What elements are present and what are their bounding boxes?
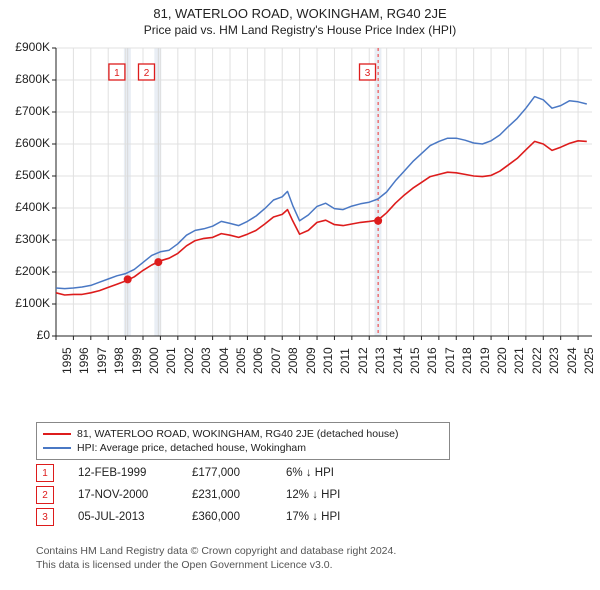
chart-title: 81, WATERLOO ROAD, WOKINGHAM, RG40 2JE: [0, 6, 600, 21]
x-tick-label: 2007: [269, 347, 283, 374]
x-tick-label: 2003: [199, 347, 213, 374]
y-tick-label: £600K: [0, 136, 50, 150]
y-tick-label: £900K: [0, 40, 50, 54]
x-tick-label: 2001: [164, 347, 178, 374]
sales-date: 05-JUL-2013: [78, 511, 168, 523]
x-tick-label: 1997: [95, 347, 109, 374]
y-tick-label: £800K: [0, 72, 50, 86]
chart-titles: 81, WATERLOO ROAD, WOKINGHAM, RG40 2JE P…: [0, 0, 600, 37]
x-tick-label: 2006: [251, 347, 265, 374]
x-tick-label: 2012: [356, 347, 370, 374]
x-tick-label: 2018: [460, 347, 474, 374]
legend: 81, WATERLOO ROAD, WOKINGHAM, RG40 2JE (…: [36, 422, 450, 460]
sales-diff: 12% ↓ HPI: [286, 489, 366, 501]
y-tick-label: £700K: [0, 104, 50, 118]
sales-row: 3 05-JUL-2013 £360,000 17% ↓ HPI: [36, 506, 366, 528]
x-tick-label: 2008: [286, 347, 300, 374]
svg-text:2: 2: [144, 68, 150, 79]
x-tick-label: 2016: [425, 347, 439, 374]
sales-marker-icon: 1: [36, 464, 54, 482]
svg-text:3: 3: [365, 68, 371, 79]
x-tick-label: 1998: [112, 347, 126, 374]
x-tick-label: 2011: [338, 348, 352, 374]
x-tick-label: 2022: [530, 347, 544, 374]
y-tick-label: £300K: [0, 232, 50, 246]
x-tick-label: 2013: [373, 347, 387, 374]
x-tick-label: 2024: [565, 347, 579, 374]
x-tick-label: 2004: [217, 347, 231, 374]
svg-text:1: 1: [114, 68, 120, 79]
y-tick-label: £0: [0, 328, 50, 342]
x-tick-label: 1999: [130, 347, 144, 374]
legend-row: 81, WATERLOO ROAD, WOKINGHAM, RG40 2JE (…: [43, 427, 443, 441]
legend-label: 81, WATERLOO ROAD, WOKINGHAM, RG40 2JE (…: [77, 427, 399, 441]
x-axis-labels: 19951996 19971998 199920002001 20022003 2004…: [0, 342, 600, 402]
x-tick-label: 2023: [547, 347, 561, 374]
x-tick-label: 2019: [478, 347, 492, 374]
y-tick-label: £400K: [0, 200, 50, 214]
legend-swatch: [43, 433, 71, 435]
footer-line-1: Contains HM Land Registry data © Crown c…: [36, 544, 396, 558]
sales-marker-icon: 3: [36, 508, 54, 526]
sales-price: £231,000: [192, 489, 262, 501]
legend-swatch: [43, 447, 71, 449]
x-tick-label: 1995: [60, 347, 74, 374]
chart-subtitle: Price paid vs. HM Land Registry's House …: [0, 23, 600, 37]
x-tick-label: 2020: [495, 347, 509, 374]
legend-label: HPI: Average price, detached house, Woki…: [77, 441, 306, 455]
x-tick-label: 2002: [182, 347, 196, 374]
plot-svg: 1 2 3: [0, 44, 600, 374]
x-tick-label: 2005: [234, 347, 248, 374]
y-tick-label: £500K: [0, 168, 50, 182]
x-tick-label: 2017: [443, 347, 457, 374]
footer-attribution: Contains HM Land Registry data © Crown c…: [36, 544, 396, 572]
footer-line-2: This data is licensed under the Open Gov…: [36, 558, 396, 572]
chart-container: { "title": "81, WATERLOO ROAD, WOKINGHAM…: [0, 0, 600, 590]
sales-marker-icon: 2: [36, 486, 54, 504]
sales-diff: 6% ↓ HPI: [286, 467, 366, 479]
x-tick-label: 2014: [391, 347, 405, 374]
y-tick-label: £100K: [0, 296, 50, 310]
sales-price: £177,000: [192, 467, 262, 479]
sales-row: 1 12-FEB-1999 £177,000 6% ↓ HPI: [36, 462, 366, 484]
x-tick-label: 2015: [408, 347, 422, 374]
sales-diff: 17% ↓ HPI: [286, 511, 366, 523]
sales-table: 1 12-FEB-1999 £177,000 6% ↓ HPI 2 17-NOV-2000…: [36, 462, 366, 528]
x-tick-label: 2000: [147, 347, 161, 374]
sales-date: 17-NOV-2000: [78, 489, 168, 501]
x-tick-label: 2025: [582, 347, 596, 374]
sales-row: 2 17-NOV-2000 £231,000 12% ↓ HPI: [36, 484, 366, 506]
legend-row: HPI: Average price, detached house, Woki…: [43, 441, 443, 455]
y-tick-label: £200K: [0, 264, 50, 278]
x-tick-label: 1996: [77, 347, 91, 374]
plot-area: 1 2 3 £0 £100K £200K £300K £400K £500K £600K £700…: [0, 44, 600, 374]
x-tick-label: 2010: [321, 347, 335, 374]
x-tick-label: 2009: [304, 347, 318, 374]
x-tick-label: 2021: [512, 347, 526, 374]
sales-price: £360,000: [192, 511, 262, 523]
sales-date: 12-FEB-1999: [78, 467, 168, 479]
